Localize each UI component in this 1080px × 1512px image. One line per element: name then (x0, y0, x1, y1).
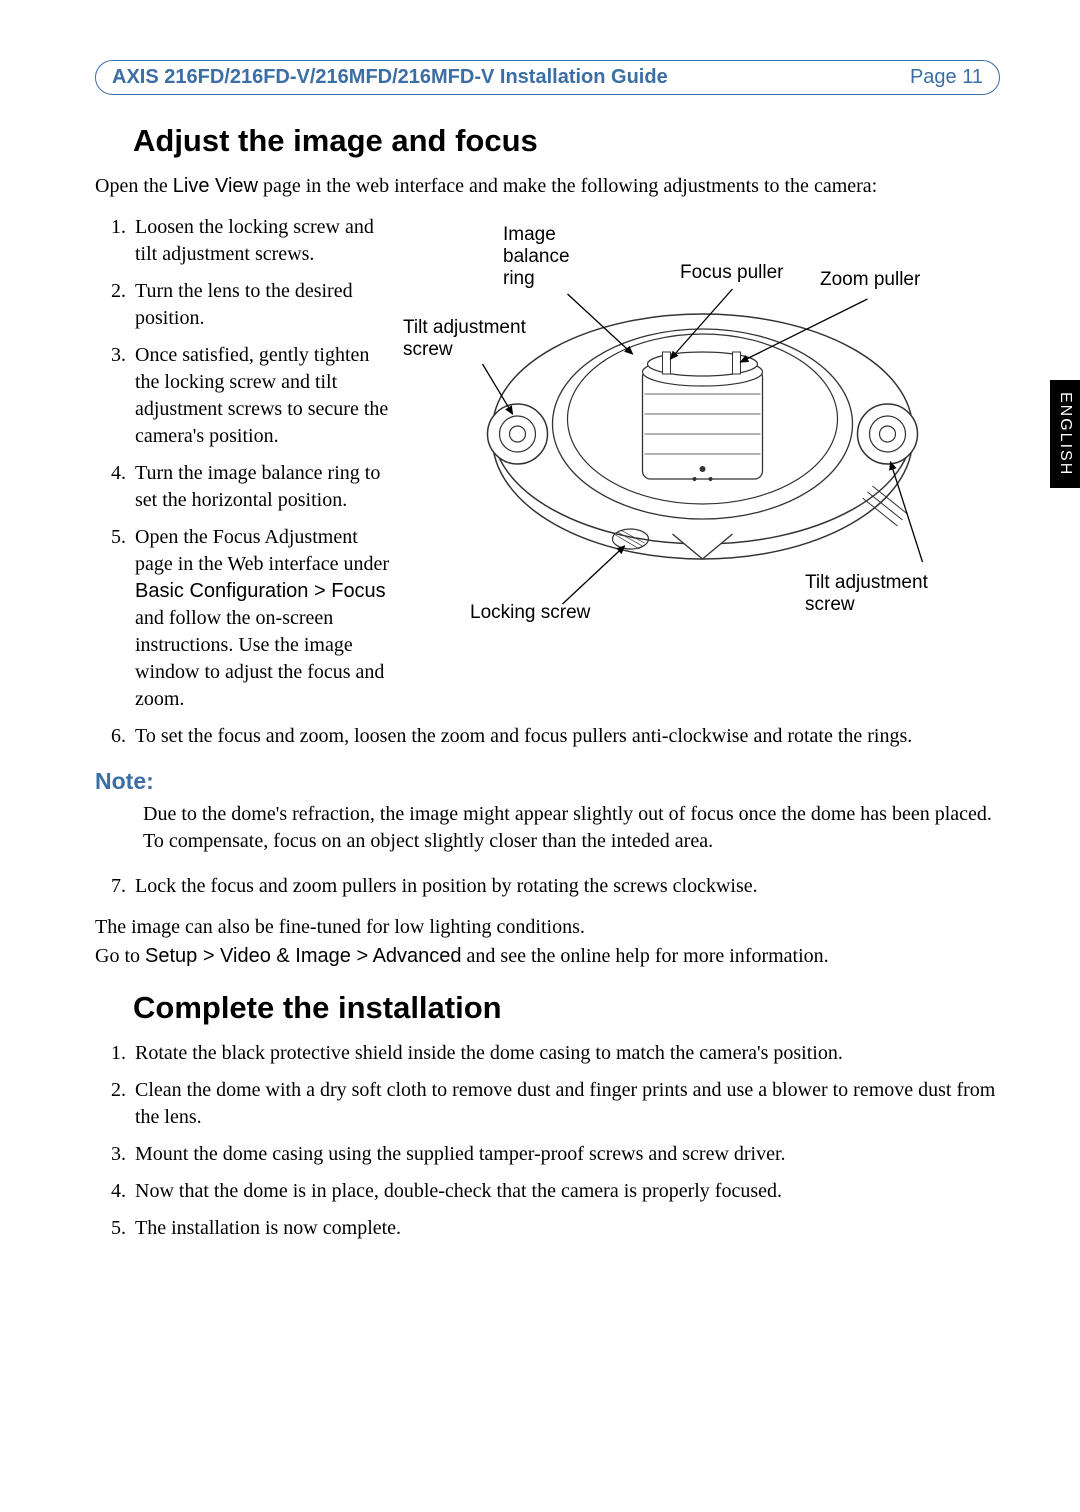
steps-list-continue-7: Lock the focus and zoom pullers in posit… (95, 873, 1000, 900)
tail-b2: Setup > Video & Image > Advanced (145, 945, 462, 967)
intro-live-view: Live View (173, 175, 258, 197)
page-number: Page 11 (910, 66, 983, 89)
complete-step-5: The installation is now complete. (131, 1215, 1000, 1242)
steps-list-continue-6: To set the focus and zoom, loosen the zo… (95, 723, 1000, 750)
header-title: AXIS 216FD/216FD-V/216MFD/216MFD-V Insta… (112, 66, 668, 89)
steps-column: Loosen the locking screw and tilt adjust… (95, 214, 393, 723)
complete-step-1: Rotate the black protective shield insid… (131, 1040, 1000, 1067)
section-heading-complete: Complete the installation (133, 990, 1000, 1026)
fine-tune-line-2: Go to Setup > Video & Image > Advanced a… (95, 943, 1000, 970)
label-locking-screw: Locking screw (470, 602, 590, 624)
page-header: AXIS 216FD/216FD-V/216MFD/216MFD-V Insta… (95, 60, 1000, 95)
label-tilt-left: Tilt adjustment screw (403, 317, 526, 361)
step-7: Lock the focus and zoom pullers in posit… (131, 873, 1000, 900)
intro-text-c: page in the web interface and make the f… (258, 175, 877, 197)
content-row: Loosen the locking screw and tilt adjust… (95, 214, 1000, 723)
note-body: Due to the dome's refraction, the image … (143, 801, 1000, 855)
intro-paragraph: Open the Live View page in the web inter… (95, 173, 1000, 200)
step-5: Open the Focus Adjustment page in the We… (131, 524, 393, 713)
tail-b1: Go to (95, 945, 145, 967)
label-zoom-puller: Zoom puller (820, 269, 920, 291)
step-3: Once satisfied, gently tighten the locki… (131, 342, 393, 450)
language-tab: ENGLISH (1050, 380, 1080, 488)
step-5a: Open the Focus Adjustment page in the We… (135, 526, 389, 575)
intro-text-a: Open the (95, 175, 173, 197)
complete-steps-list: Rotate the black protective shield insid… (95, 1040, 1000, 1242)
label-focus-puller: Focus puller (680, 262, 784, 284)
step-5b: Basic Configuration > Focus (135, 580, 386, 602)
label-image-balance: Image balance ring (503, 224, 570, 290)
steps-list-left: Loosen the locking screw and tilt adjust… (95, 214, 393, 713)
step-6: To set the focus and zoom, loosen the zo… (131, 723, 1000, 750)
complete-step-2: Clean the dome with a dry soft cloth to … (131, 1077, 1000, 1131)
complete-step-3: Mount the dome casing using the supplied… (131, 1141, 1000, 1168)
label-tilt-right: Tilt adjustment screw (805, 572, 928, 616)
step-2: Turn the lens to the desired position. (131, 278, 393, 332)
diagram: Image balance ring Focus puller Zoom pul… (405, 214, 1000, 624)
section-heading-adjust: Adjust the image and focus (133, 123, 1000, 159)
fine-tune-line-1: The image can also be fine-tuned for low… (95, 914, 1000, 941)
step-4: Turn the image balance ring to set the h… (131, 460, 393, 514)
step-5c: and follow the on-screen instructions. U… (135, 607, 384, 710)
step-1: Loosen the locking screw and tilt adjust… (131, 214, 393, 268)
tail-b3: and see the online help for more informa… (462, 945, 829, 967)
complete-step-4: Now that the dome is in place, double-ch… (131, 1178, 1000, 1205)
note-heading: Note: (95, 768, 1000, 795)
